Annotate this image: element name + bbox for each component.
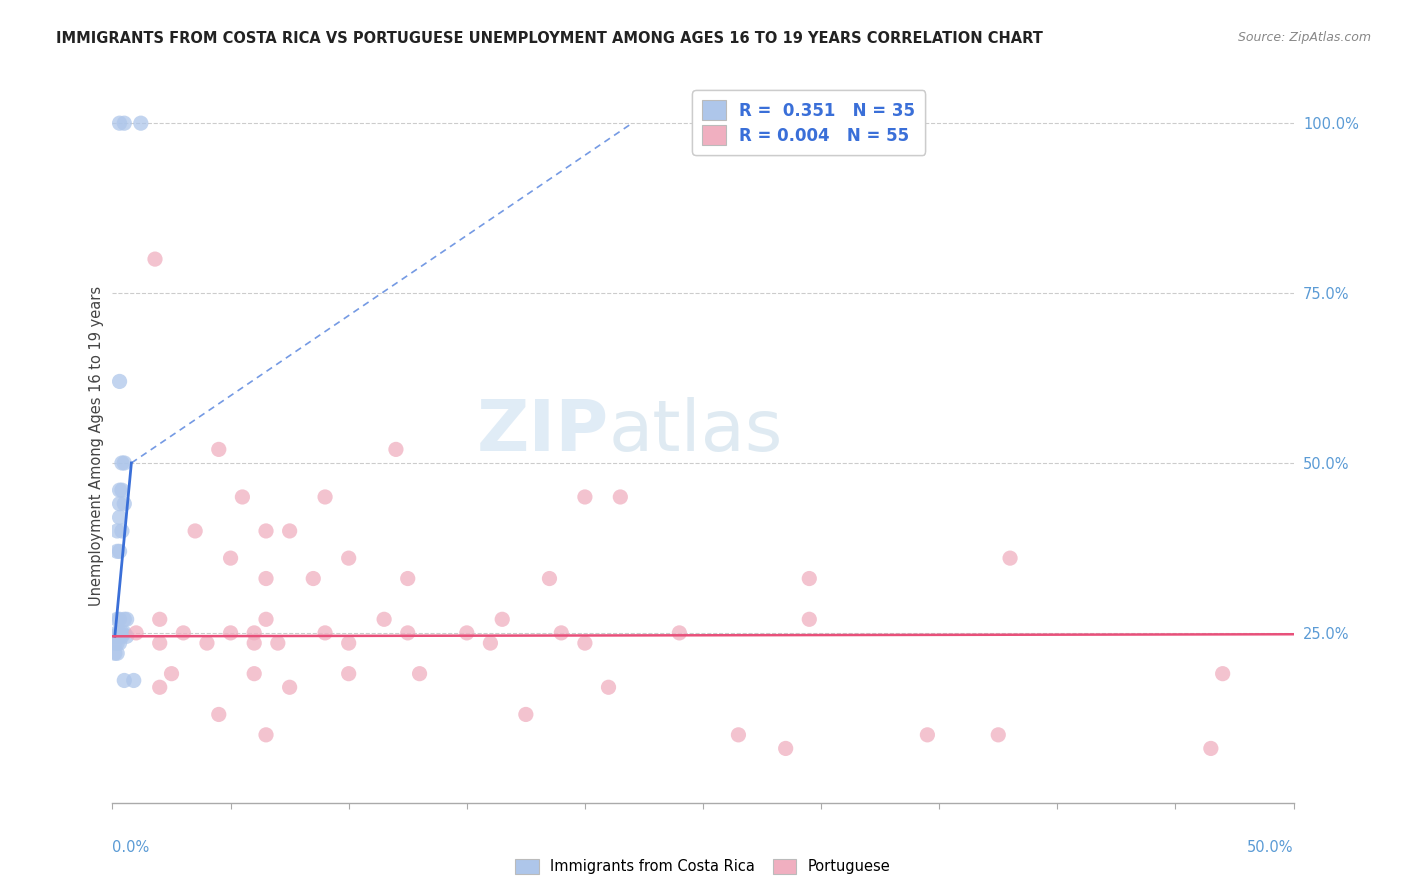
- Point: [208, 442, 231, 457]
- Point: [219, 626, 242, 640]
- Point: [111, 483, 134, 498]
- Point: [337, 636, 360, 650]
- Point: [337, 666, 360, 681]
- Point: [456, 626, 478, 640]
- Point: [104, 629, 127, 643]
- Point: [479, 636, 502, 650]
- Point: [408, 666, 430, 681]
- Text: 0.0%: 0.0%: [112, 840, 149, 855]
- Point: [149, 636, 172, 650]
- Point: [111, 629, 134, 643]
- Text: Source: ZipAtlas.com: Source: ZipAtlas.com: [1237, 31, 1371, 45]
- Text: 50.0%: 50.0%: [1247, 840, 1294, 855]
- Point: [337, 551, 360, 566]
- Point: [122, 673, 145, 688]
- Point: [108, 636, 131, 650]
- Point: [243, 666, 266, 681]
- Point: [105, 626, 128, 640]
- Point: [105, 544, 128, 558]
- Point: [208, 707, 231, 722]
- Point: [108, 483, 131, 498]
- Point: [111, 524, 134, 538]
- Point: [598, 680, 620, 694]
- Point: [515, 707, 537, 722]
- Point: [254, 572, 277, 586]
- Point: [143, 252, 166, 266]
- Point: [115, 612, 138, 626]
- Point: [550, 626, 572, 640]
- Point: [112, 456, 135, 470]
- Point: [278, 524, 301, 538]
- Point: [987, 728, 1010, 742]
- Point: [267, 636, 290, 650]
- Point: [385, 442, 408, 457]
- Point: [105, 646, 128, 660]
- Point: [314, 626, 336, 640]
- Point: [243, 626, 266, 640]
- Text: IMMIGRANTS FROM COSTA RICA VS PORTUGUESE UNEMPLOYMENT AMONG AGES 16 TO 19 YEARS : IMMIGRANTS FROM COSTA RICA VS PORTUGUESE…: [56, 31, 1043, 46]
- Point: [129, 116, 152, 130]
- Point: [538, 572, 561, 586]
- Point: [112, 626, 135, 640]
- Point: [104, 636, 127, 650]
- Point: [112, 673, 135, 688]
- Point: [149, 612, 172, 626]
- Point: [108, 612, 131, 626]
- Point: [396, 572, 419, 586]
- Point: [112, 116, 135, 130]
- Point: [108, 497, 131, 511]
- Legend: R =  0.351   N = 35, R = 0.004   N = 55: R = 0.351 N = 35, R = 0.004 N = 55: [692, 90, 925, 154]
- Point: [184, 524, 207, 538]
- Point: [105, 612, 128, 626]
- Point: [254, 728, 277, 742]
- Point: [775, 741, 797, 756]
- Point: [172, 626, 194, 640]
- Point: [108, 629, 131, 643]
- Point: [278, 680, 301, 694]
- Point: [125, 626, 148, 640]
- Point: [108, 626, 131, 640]
- Point: [105, 636, 128, 650]
- Point: [373, 612, 395, 626]
- Point: [574, 490, 596, 504]
- Point: [105, 524, 128, 538]
- Point: [108, 116, 131, 130]
- Point: [111, 626, 134, 640]
- Point: [108, 510, 131, 524]
- Point: [231, 490, 253, 504]
- Point: [799, 612, 821, 626]
- Point: [799, 572, 821, 586]
- Point: [195, 636, 218, 650]
- Point: [1212, 666, 1234, 681]
- Point: [254, 524, 277, 538]
- Point: [668, 626, 690, 640]
- Point: [998, 551, 1021, 566]
- Point: [115, 629, 138, 643]
- Point: [254, 612, 277, 626]
- Point: [1199, 741, 1222, 756]
- Text: ZIP: ZIP: [477, 397, 609, 467]
- Point: [104, 646, 127, 660]
- Point: [243, 636, 266, 650]
- Point: [491, 612, 513, 626]
- Point: [219, 551, 242, 566]
- Point: [727, 728, 749, 742]
- Legend: Immigrants from Costa Rica, Portuguese: Immigrants from Costa Rica, Portuguese: [509, 853, 897, 880]
- Point: [112, 612, 135, 626]
- Point: [149, 680, 172, 694]
- Point: [302, 572, 325, 586]
- Point: [108, 375, 131, 389]
- Point: [105, 629, 128, 643]
- Point: [609, 490, 631, 504]
- Point: [917, 728, 939, 742]
- Point: [111, 456, 134, 470]
- Point: [396, 626, 419, 640]
- Point: [108, 544, 131, 558]
- Y-axis label: Unemployment Among Ages 16 to 19 years: Unemployment Among Ages 16 to 19 years: [89, 286, 104, 606]
- Point: [574, 636, 596, 650]
- Text: atlas: atlas: [609, 397, 783, 467]
- Point: [314, 490, 336, 504]
- Point: [160, 666, 183, 681]
- Point: [112, 497, 135, 511]
